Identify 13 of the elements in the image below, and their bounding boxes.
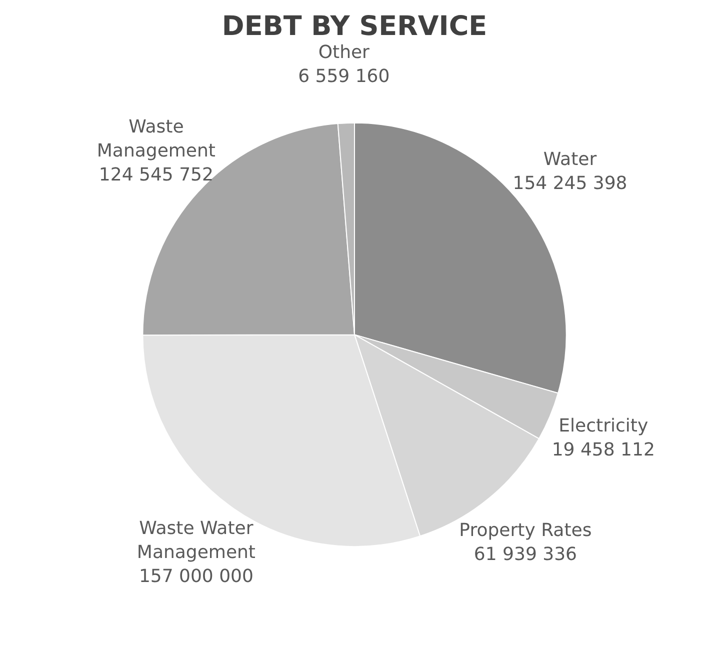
slice-label: Property Rates — [459, 520, 592, 542]
slice-label: Waste Management — [96, 116, 216, 162]
slice-label: Electricity — [558, 416, 648, 437]
data-label: 154 245 398 — [512, 173, 628, 194]
data-label: 157 000 000 — [138, 566, 254, 587]
slice-label: Other — [318, 42, 370, 63]
data-label: 61 939 336 — [474, 544, 577, 566]
slice-label: Water — [543, 149, 598, 170]
chart-title: DEBT BY SERVICE — [222, 11, 488, 42]
slice-label: Waste Water Management — [136, 518, 256, 563]
data-label: 124 545 752 — [98, 164, 214, 186]
data-label: 19 458 112 — [552, 440, 655, 461]
data-label: 6 559 160 — [298, 66, 390, 87]
